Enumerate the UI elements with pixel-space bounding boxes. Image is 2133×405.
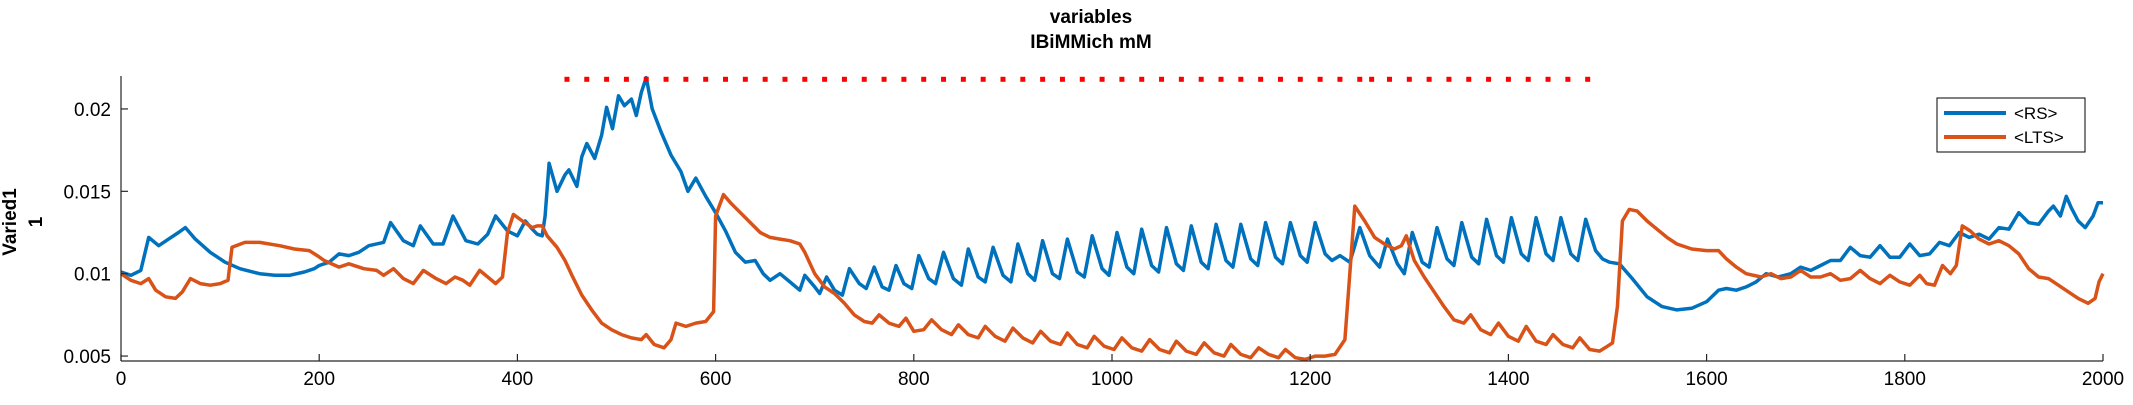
legend: <RS> <LTS> bbox=[1936, 97, 2086, 153]
series-line-lts bbox=[120, 192, 2105, 362]
x-tick-label: 400 bbox=[502, 369, 534, 390]
x-tick-label: 1600 bbox=[1685, 369, 1727, 390]
marker-point bbox=[960, 76, 966, 82]
y-tick-label: 0.015 bbox=[63, 182, 111, 203]
marker-point bbox=[584, 76, 590, 82]
marker-point bbox=[703, 76, 709, 82]
marker-point bbox=[623, 76, 629, 82]
marker-point bbox=[921, 76, 927, 82]
marker-point bbox=[1159, 76, 1165, 82]
marker-point bbox=[1406, 76, 1412, 82]
x-tick-label: 1400 bbox=[1487, 369, 1529, 390]
marker-point bbox=[782, 76, 788, 82]
marker-point bbox=[1486, 76, 1492, 82]
marker-point bbox=[901, 76, 907, 82]
series-layer bbox=[120, 75, 2105, 362]
marker-point bbox=[802, 76, 808, 82]
marker-point bbox=[643, 76, 649, 82]
marker-point bbox=[822, 76, 828, 82]
marker-point bbox=[1119, 76, 1125, 82]
plot-background bbox=[121, 76, 2103, 361]
y-tick-label: 0.01 bbox=[74, 265, 111, 286]
marker-point bbox=[1525, 76, 1531, 82]
marker-point bbox=[1337, 76, 1343, 82]
marker-point bbox=[564, 76, 570, 82]
marker-point bbox=[1386, 76, 1392, 82]
x-tick-label: 800 bbox=[898, 369, 930, 390]
x-tick-label: 1200 bbox=[1289, 369, 1331, 390]
axes-layer: 0 200 400 600 800 1000 1200 1400 1600 1800 2000 0.0… bbox=[63, 76, 2124, 390]
marker-point bbox=[1178, 76, 1184, 82]
marker-point bbox=[1000, 76, 1006, 82]
legend-box bbox=[1936, 97, 2086, 153]
y-tick-label: 0.005 bbox=[63, 347, 111, 368]
marker-point bbox=[1059, 76, 1065, 82]
marker-point bbox=[1466, 76, 1472, 82]
marker-point bbox=[663, 76, 669, 82]
marker-layer bbox=[564, 76, 1591, 82]
marker-point bbox=[881, 76, 887, 82]
marker-point bbox=[1545, 76, 1551, 82]
marker-point bbox=[1277, 76, 1283, 82]
x-tick-label: 200 bbox=[303, 369, 335, 390]
marker-point bbox=[841, 76, 847, 82]
marker-point bbox=[1317, 76, 1323, 82]
chart-title: variables bbox=[1050, 7, 1132, 28]
marker-point bbox=[941, 76, 947, 82]
x-tick-label: 600 bbox=[700, 369, 732, 390]
marker-point bbox=[683, 76, 689, 82]
marker-point bbox=[1585, 76, 1591, 82]
marker-point bbox=[1426, 76, 1432, 82]
marker-point bbox=[1446, 76, 1452, 82]
marker-point bbox=[1258, 76, 1264, 82]
marker-point bbox=[723, 76, 729, 82]
marker-point bbox=[1565, 76, 1571, 82]
y-tick-label: 0.02 bbox=[74, 100, 111, 121]
marker-point bbox=[1357, 76, 1363, 82]
marker-point bbox=[1218, 76, 1224, 82]
legend-label-rs: <RS> bbox=[2014, 104, 2058, 123]
chart-subtitle: IBiMMich mM bbox=[1030, 32, 1151, 53]
marker-point bbox=[762, 76, 768, 82]
x-tick-label: 1000 bbox=[1091, 369, 1133, 390]
marker-point bbox=[1297, 76, 1303, 82]
marker-point bbox=[980, 76, 986, 82]
marker-point bbox=[1238, 76, 1244, 82]
marker-point bbox=[604, 76, 610, 82]
plot-area bbox=[121, 76, 2103, 361]
x-tick-label: 1800 bbox=[1884, 369, 1926, 390]
marker-point bbox=[742, 76, 748, 82]
marker-point bbox=[1099, 76, 1105, 82]
y-axis-label-line2: 1 bbox=[26, 216, 47, 227]
marker-point bbox=[1505, 76, 1511, 82]
marker-point bbox=[861, 76, 867, 82]
marker-point bbox=[1079, 76, 1085, 82]
marker-point bbox=[1040, 76, 1046, 82]
x-tick-label: 2000 bbox=[2082, 369, 2124, 390]
marker-point bbox=[1198, 76, 1204, 82]
marker-point bbox=[1020, 76, 1026, 82]
legend-label-lts: <LTS> bbox=[2014, 128, 2064, 147]
x-tick-label: 0 bbox=[116, 369, 127, 390]
marker-point bbox=[1369, 76, 1375, 82]
marker-point bbox=[1139, 76, 1145, 82]
y-axis-label: Varied1 bbox=[0, 188, 21, 256]
